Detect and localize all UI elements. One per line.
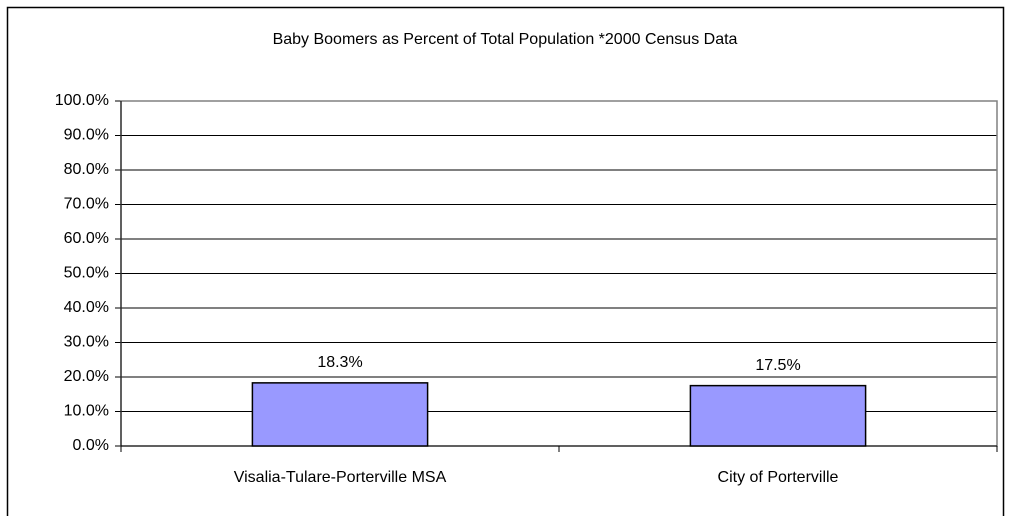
- x-tick-label: Visalia-Tulare-Porterville MSA: [234, 469, 447, 486]
- y-tick-label: 100.0%: [55, 92, 109, 109]
- data-label: 17.5%: [755, 357, 800, 374]
- y-tick-label: 80.0%: [64, 161, 109, 178]
- y-tick-label: 0.0%: [73, 437, 109, 454]
- y-tick-label: 20.0%: [64, 368, 109, 385]
- y-tick-label: 70.0%: [64, 196, 109, 213]
- bar: [251, 382, 429, 447]
- y-tick-label: 10.0%: [64, 403, 109, 420]
- y-tick-label: 50.0%: [64, 265, 109, 282]
- bar: [689, 384, 867, 447]
- y-tick-label: 90.0%: [64, 127, 109, 144]
- x-tick-label: City of Porterville: [718, 469, 839, 486]
- data-label: 18.3%: [317, 354, 362, 371]
- y-tick-label: 30.0%: [64, 334, 109, 351]
- chart-title: Baby Boomers as Percent of Total Populat…: [273, 31, 738, 48]
- y-tick-label: 60.0%: [64, 230, 109, 247]
- y-tick-label: 40.0%: [64, 299, 109, 316]
